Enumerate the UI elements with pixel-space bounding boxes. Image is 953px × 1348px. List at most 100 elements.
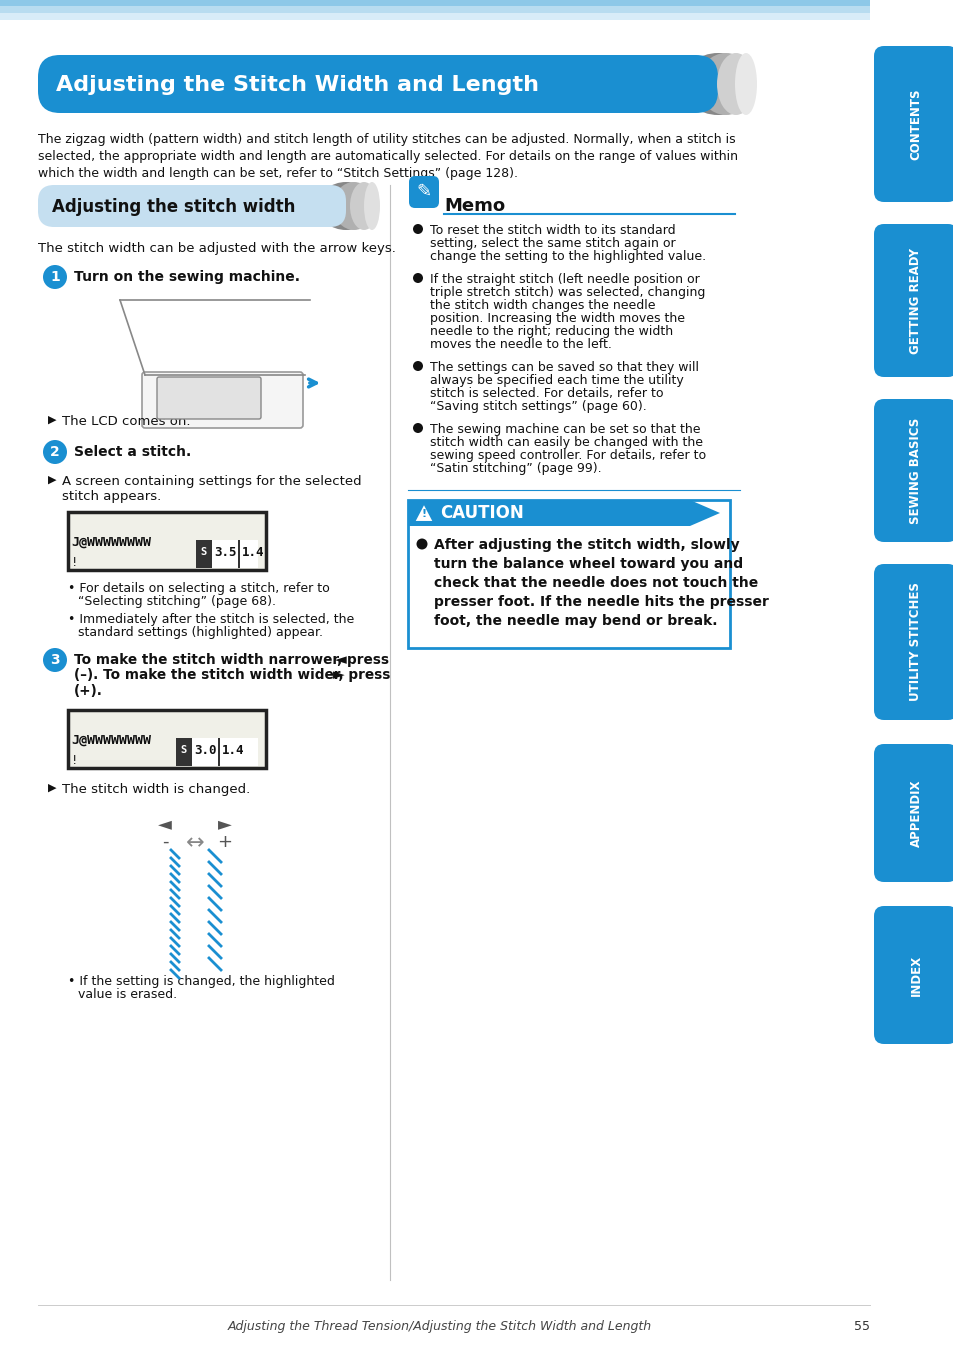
Text: The stitch width can be adjusted with the arrow keys.: The stitch width can be adjusted with th… xyxy=(38,243,395,255)
Text: S: S xyxy=(181,745,187,755)
Ellipse shape xyxy=(734,53,757,115)
Text: J@WWWWWWWW: J@WWWWWWWW xyxy=(71,735,151,747)
Text: presser foot. If the needle hits the presser: presser foot. If the needle hits the pre… xyxy=(434,594,768,609)
Text: 1.4: 1.4 xyxy=(242,546,264,558)
Text: Turn on the sewing machine.: Turn on the sewing machine. xyxy=(74,270,299,284)
Polygon shape xyxy=(689,500,720,526)
Text: 3.5: 3.5 xyxy=(213,546,236,558)
Bar xyxy=(237,541,240,568)
Text: UTILITY STITCHES: UTILITY STITCHES xyxy=(908,582,922,701)
Circle shape xyxy=(413,224,422,235)
Ellipse shape xyxy=(317,182,374,231)
Text: stitch width can easily be changed with the: stitch width can easily be changed with … xyxy=(430,435,702,449)
Text: “Satin stitching” (page 99).: “Satin stitching” (page 99). xyxy=(430,462,601,474)
Text: ►: ► xyxy=(333,667,344,682)
Text: stitch appears.: stitch appears. xyxy=(62,491,161,503)
FancyBboxPatch shape xyxy=(142,372,303,429)
FancyBboxPatch shape xyxy=(873,224,953,377)
FancyBboxPatch shape xyxy=(873,563,953,720)
Text: 3.0: 3.0 xyxy=(193,744,216,756)
Circle shape xyxy=(416,538,427,550)
Circle shape xyxy=(43,439,67,464)
Text: stitch is selected. For details, refer to: stitch is selected. For details, refer t… xyxy=(430,387,662,400)
Text: +: + xyxy=(217,833,233,851)
Text: GETTING READY: GETTING READY xyxy=(908,248,922,353)
Text: !: ! xyxy=(71,754,78,767)
Bar xyxy=(0,13,869,20)
Circle shape xyxy=(43,266,67,288)
Text: • For details on selecting a stitch, refer to: • For details on selecting a stitch, ref… xyxy=(68,582,330,594)
Bar xyxy=(408,500,689,526)
Ellipse shape xyxy=(717,53,754,115)
Text: After adjusting the stitch width, slowly: After adjusting the stitch width, slowly xyxy=(434,538,739,551)
Text: position. Increasing the width moves the: position. Increasing the width moves the xyxy=(430,311,684,325)
Text: which the width and length can be set, refer to “Stitch Settings” (page 128).: which the width and length can be set, r… xyxy=(38,167,517,181)
Text: The zigzag width (pattern width) and stitch length of utility stitches can be ad: The zigzag width (pattern width) and sti… xyxy=(38,133,735,146)
Text: always be specified each time the utility: always be specified each time the utilit… xyxy=(430,373,683,387)
Text: ►: ► xyxy=(218,816,232,833)
Text: -: - xyxy=(162,833,168,851)
Text: ◄: ◄ xyxy=(335,652,346,667)
Text: !: ! xyxy=(71,555,78,569)
Text: triple stretch stitch) was selected, changing: triple stretch stitch) was selected, cha… xyxy=(430,286,704,299)
Text: If the straight stitch (left needle position or: If the straight stitch (left needle posi… xyxy=(430,274,699,286)
Ellipse shape xyxy=(698,53,753,115)
Text: change the setting to the highlighted value.: change the setting to the highlighted va… xyxy=(430,249,705,263)
Text: ▶: ▶ xyxy=(48,415,56,425)
Text: Adjusting the Thread Tension/Adjusting the Stitch Width and Length: Adjusting the Thread Tension/Adjusting t… xyxy=(228,1320,652,1333)
Text: ▶: ▶ xyxy=(48,783,56,793)
Text: ✎: ✎ xyxy=(416,183,431,201)
Text: “Saving stitch settings” (page 60).: “Saving stitch settings” (page 60). xyxy=(430,400,646,412)
FancyBboxPatch shape xyxy=(409,177,438,208)
Text: moves the needle to the left.: moves the needle to the left. xyxy=(430,338,611,350)
FancyBboxPatch shape xyxy=(38,185,346,226)
Text: !: ! xyxy=(421,510,426,519)
Text: “Selecting stitching” (page 68).: “Selecting stitching” (page 68). xyxy=(78,594,275,608)
Bar xyxy=(408,500,729,648)
Text: INDEX: INDEX xyxy=(908,954,922,996)
Text: SEWING BASICS: SEWING BASICS xyxy=(908,418,922,523)
Text: ▶: ▶ xyxy=(48,474,56,485)
Text: the stitch width changes the needle: the stitch width changes the needle xyxy=(430,299,655,311)
Text: foot, the needle may bend or break.: foot, the needle may bend or break. xyxy=(434,613,717,628)
Text: • Immediately after the stitch is selected, the: • Immediately after the stitch is select… xyxy=(68,613,354,625)
Circle shape xyxy=(413,423,422,433)
Text: To make the stitch width narrower, press: To make the stitch width narrower, press xyxy=(74,652,394,667)
Text: Select a stitch.: Select a stitch. xyxy=(74,445,191,460)
FancyBboxPatch shape xyxy=(157,377,261,419)
Text: The stitch width is changed.: The stitch width is changed. xyxy=(62,783,250,797)
Circle shape xyxy=(413,274,422,283)
Bar xyxy=(0,0,869,5)
Text: 1: 1 xyxy=(51,270,60,284)
Bar xyxy=(175,737,257,766)
Text: 2: 2 xyxy=(51,445,60,460)
FancyBboxPatch shape xyxy=(38,55,718,113)
Text: The sewing machine can be set so that the: The sewing machine can be set so that th… xyxy=(430,423,700,435)
Text: A screen containing settings for the selected: A screen containing settings for the sel… xyxy=(62,474,361,488)
Circle shape xyxy=(43,648,67,673)
Circle shape xyxy=(413,361,422,371)
Polygon shape xyxy=(414,503,434,522)
Text: 3: 3 xyxy=(51,652,60,667)
Text: turn the balance wheel toward you and: turn the balance wheel toward you and xyxy=(434,557,742,572)
Text: Memo: Memo xyxy=(443,197,504,214)
Bar xyxy=(218,737,220,766)
Text: J@WWWWWWWW: J@WWWWWWWW xyxy=(71,537,151,549)
Bar xyxy=(68,710,266,768)
Text: standard settings (highlighted) appear.: standard settings (highlighted) appear. xyxy=(78,625,323,639)
Ellipse shape xyxy=(333,182,375,231)
Text: CAUTION: CAUTION xyxy=(439,504,523,522)
Text: ↔: ↔ xyxy=(186,833,204,853)
FancyBboxPatch shape xyxy=(873,744,953,882)
Bar xyxy=(0,5,869,13)
Text: To reset the stitch width to its standard: To reset the stitch width to its standar… xyxy=(430,224,675,237)
Text: 1.4: 1.4 xyxy=(222,744,244,756)
Ellipse shape xyxy=(350,182,377,231)
Bar xyxy=(175,737,192,766)
FancyBboxPatch shape xyxy=(873,399,953,542)
Bar xyxy=(68,512,266,570)
Text: 55: 55 xyxy=(853,1320,869,1333)
Text: Adjusting the stitch width: Adjusting the stitch width xyxy=(52,198,295,216)
Ellipse shape xyxy=(364,182,379,231)
Text: • If the setting is changed, the highlighted: • If the setting is changed, the highlig… xyxy=(68,975,335,988)
